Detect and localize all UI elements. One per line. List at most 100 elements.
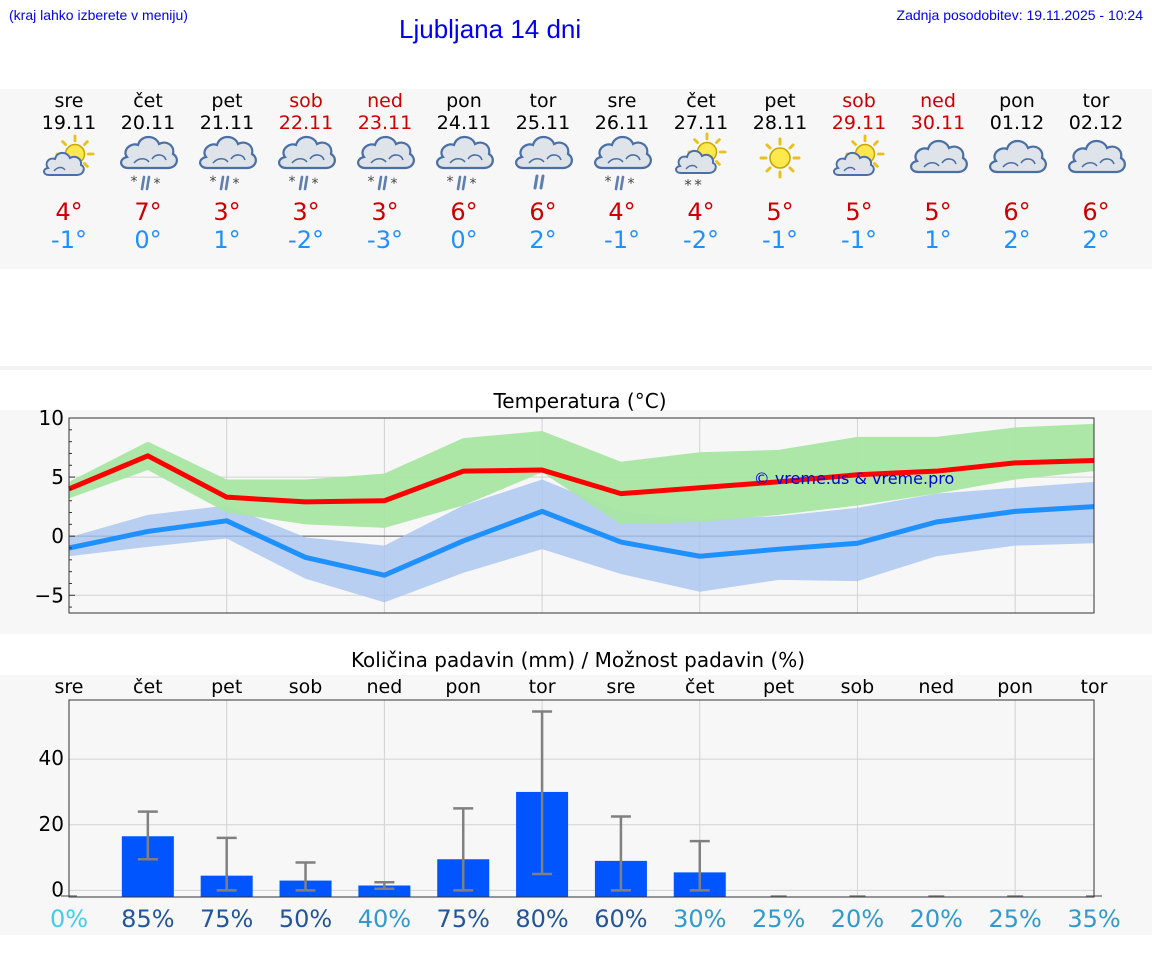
day-of-week: sob bbox=[842, 90, 876, 112]
watermark: © vreme.us & vreme.pro bbox=[754, 469, 955, 488]
temp-min: -2° bbox=[683, 226, 719, 254]
forecast-strip bbox=[0, 89, 1152, 269]
snow-flake: * bbox=[154, 176, 161, 192]
temp-min: -1° bbox=[762, 226, 798, 254]
sun-cloud-icon bbox=[42, 134, 95, 176]
y-tick-label: −5 bbox=[35, 583, 64, 607]
day-of-week: pet bbox=[764, 90, 795, 112]
temp-max: 3° bbox=[213, 198, 240, 226]
temp-min: 1° bbox=[924, 226, 951, 254]
rain-snow-icon: * * bbox=[277, 135, 336, 192]
precip-error-bar bbox=[532, 710, 553, 876]
precip-probability: 20% bbox=[831, 905, 884, 933]
day-of-week: pon bbox=[999, 90, 1035, 112]
day-date: 26.11 bbox=[595, 112, 649, 134]
y-tick-label: 10 bbox=[39, 406, 64, 430]
plot-area bbox=[69, 700, 1094, 897]
temp-min: 0° bbox=[450, 226, 477, 254]
chart-title: Količina padavin (mm) / Možnost padavin … bbox=[351, 648, 805, 672]
x-tick-label: pon bbox=[997, 676, 1033, 698]
sun-icon bbox=[759, 137, 801, 179]
precip-probability: 35% bbox=[1067, 905, 1120, 933]
temp-max: 7° bbox=[134, 198, 161, 226]
rain-drops bbox=[298, 175, 309, 191]
rain-drops bbox=[614, 175, 625, 191]
cloud-icon bbox=[988, 139, 1047, 174]
snow-flake: * bbox=[628, 176, 635, 192]
precip-probability: 25% bbox=[988, 905, 1041, 933]
cloud-icon bbox=[1067, 139, 1126, 174]
precip-error-bar bbox=[374, 880, 395, 891]
chart-title: Temperatura (°C) bbox=[492, 389, 666, 413]
snow-flake: * bbox=[131, 174, 138, 190]
x-tick-label: pon bbox=[445, 676, 481, 698]
temp-series-line bbox=[68, 504, 1095, 578]
snow-flake: * bbox=[447, 174, 454, 190]
x-tick-label: sre bbox=[606, 676, 635, 698]
y-tick-label: 5 bbox=[51, 465, 64, 489]
rain-drops bbox=[219, 175, 230, 191]
location-hint-link[interactable]: (kraj lahko izberete v meniju) bbox=[9, 7, 188, 23]
day-date: 25.11 bbox=[516, 112, 570, 134]
precip-probability: 60% bbox=[594, 905, 647, 933]
page-title: Ljubljana 14 dni bbox=[399, 14, 582, 44]
day-of-week: čet bbox=[686, 90, 716, 112]
day-of-week: pet bbox=[211, 90, 242, 112]
precip-error-bar bbox=[295, 861, 316, 892]
temp-max: 6° bbox=[1003, 198, 1030, 226]
precip-probability: 20% bbox=[910, 905, 963, 933]
day-date: 27.11 bbox=[674, 112, 728, 134]
snow-flake: * bbox=[694, 176, 702, 194]
temp-min: -1° bbox=[51, 226, 87, 254]
temp-min: 1° bbox=[213, 226, 240, 254]
snow-flake: * bbox=[289, 174, 296, 190]
precip-error-bar bbox=[453, 807, 474, 892]
snow-flake: * bbox=[233, 176, 240, 192]
temp-min: 2° bbox=[1003, 226, 1030, 254]
rain-drops bbox=[456, 175, 467, 191]
precip-probability: 25% bbox=[752, 905, 805, 933]
rain-snow-icon: * * bbox=[119, 135, 178, 192]
precip-error-bar bbox=[610, 815, 631, 892]
divider bbox=[0, 366, 1152, 370]
last-updated: Zadnja posodobitev: 19.11.2025 - 10:24 bbox=[896, 7, 1143, 23]
x-tick-label: ned bbox=[366, 676, 402, 698]
temp-series-line bbox=[68, 453, 1095, 505]
temp-min: 0° bbox=[134, 226, 161, 254]
temp-min: -2° bbox=[288, 226, 324, 254]
snow-flake: * bbox=[312, 176, 319, 192]
precip-error-bar bbox=[689, 839, 710, 892]
rain-icon bbox=[514, 135, 573, 190]
precip-probability: 85% bbox=[121, 905, 174, 933]
x-tick-label: čet bbox=[685, 676, 715, 698]
temp-max: 5° bbox=[766, 198, 793, 226]
day-of-week: pon bbox=[446, 90, 482, 112]
rain-snow-icon: * * bbox=[593, 135, 652, 192]
cloud-icon bbox=[909, 139, 968, 174]
day-date: 23.11 bbox=[358, 112, 412, 134]
plot-frame bbox=[68, 417, 1095, 614]
snow-flake: * bbox=[684, 176, 692, 194]
x-tick-label: pet bbox=[211, 676, 242, 698]
day-date: 01.12 bbox=[990, 112, 1044, 134]
sun-cloud-snow-icon: * * bbox=[674, 132, 727, 194]
x-tick-label: sob bbox=[289, 676, 323, 698]
y-tick-label: 0 bbox=[51, 877, 64, 901]
day-of-week: tor bbox=[530, 90, 557, 112]
precip-error-bar bbox=[137, 810, 158, 861]
temp-max: 4° bbox=[608, 198, 635, 226]
day-date: 02.12 bbox=[1069, 112, 1123, 134]
snow-flake: * bbox=[210, 174, 217, 190]
day-of-week: tor bbox=[1083, 90, 1110, 112]
